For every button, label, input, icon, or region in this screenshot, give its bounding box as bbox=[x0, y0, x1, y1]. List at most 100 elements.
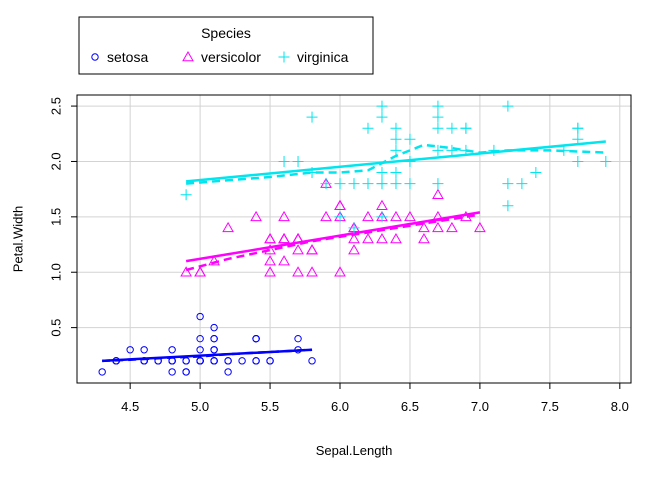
point-virginica bbox=[516, 178, 528, 190]
point-versicolor bbox=[404, 210, 416, 222]
point-versicolor bbox=[376, 199, 388, 211]
point-versicolor bbox=[348, 232, 360, 244]
point-virginica bbox=[404, 178, 416, 190]
x-tick-label: 6.5 bbox=[401, 399, 419, 414]
point-versicolor bbox=[250, 210, 262, 222]
point-setosa bbox=[140, 357, 148, 365]
point-setosa bbox=[266, 357, 274, 365]
legend-symbol-setosa bbox=[91, 53, 99, 61]
point-setosa bbox=[182, 368, 190, 376]
point-setosa bbox=[196, 334, 204, 343]
smooth-line-versicolor bbox=[185, 213, 481, 272]
point-virginica bbox=[432, 178, 444, 190]
smooth-line-virginica bbox=[186, 143, 606, 185]
point-versicolor bbox=[264, 266, 276, 277]
point-virginica bbox=[502, 200, 514, 212]
point-virginica bbox=[404, 133, 416, 145]
point-setosa bbox=[294, 346, 302, 354]
point-versicolor bbox=[348, 244, 360, 255]
point-versicolor bbox=[264, 255, 276, 266]
point-virginica bbox=[530, 167, 542, 179]
x-axis: 4.5 5.0 5.5 6.0 6.5 7.0 7.5 8.0 bbox=[121, 383, 629, 414]
point-setosa bbox=[252, 334, 260, 343]
point-virginica bbox=[446, 122, 458, 134]
point-versicolor bbox=[320, 210, 332, 222]
point-versicolor bbox=[278, 232, 290, 244]
point-virginica bbox=[600, 155, 612, 167]
point-virginica bbox=[432, 100, 444, 112]
point-versicolor bbox=[194, 266, 206, 277]
point-virginica bbox=[306, 167, 318, 179]
point-versicolor bbox=[292, 244, 304, 255]
grid-lines bbox=[77, 95, 631, 383]
y-tick-label: 2.5 bbox=[49, 97, 64, 115]
legend-entry-setosa: setosa bbox=[107, 49, 148, 65]
point-virginica bbox=[390, 178, 402, 190]
point-virginica bbox=[348, 222, 360, 234]
point-versicolor bbox=[362, 232, 374, 244]
point-virginica bbox=[502, 100, 514, 112]
point-virginica bbox=[362, 122, 374, 134]
point-virginica bbox=[320, 178, 332, 190]
legend-symbol-virginica bbox=[278, 51, 290, 63]
point-versicolor bbox=[264, 232, 276, 244]
point-versicolor bbox=[362, 210, 374, 222]
fit-lines bbox=[102, 140, 606, 363]
point-virginica bbox=[488, 144, 500, 156]
point-versicolor bbox=[432, 221, 444, 233]
point-versicolor bbox=[390, 232, 402, 244]
point-setosa bbox=[238, 357, 246, 365]
point-setosa bbox=[112, 357, 120, 365]
point-virginica bbox=[348, 178, 360, 190]
point-versicolor bbox=[180, 266, 192, 277]
point-versicolor bbox=[222, 221, 234, 233]
point-versicolor bbox=[474, 221, 486, 233]
point-setosa bbox=[210, 323, 218, 332]
point-setosa bbox=[210, 346, 218, 354]
point-virginica bbox=[376, 111, 388, 123]
point-virginica bbox=[432, 111, 444, 123]
x-tick-label: 7.0 bbox=[471, 399, 489, 414]
point-setosa bbox=[196, 346, 204, 354]
x-tick-label: 4.5 bbox=[121, 399, 139, 414]
y-tick-label: 1.0 bbox=[49, 263, 64, 281]
point-versicolor bbox=[278, 210, 290, 222]
point-virginica bbox=[558, 144, 570, 156]
point-virginica bbox=[334, 178, 346, 190]
point-setosa bbox=[168, 346, 176, 354]
point-virginica bbox=[376, 211, 388, 223]
point-virginica bbox=[362, 178, 374, 190]
x-tick-label: 8.0 bbox=[611, 399, 629, 414]
point-virginica bbox=[502, 178, 514, 190]
point-virginica bbox=[278, 155, 290, 167]
point-versicolor bbox=[460, 210, 472, 222]
point-setosa bbox=[182, 357, 190, 365]
point-versicolor bbox=[432, 210, 444, 222]
point-setosa bbox=[294, 334, 302, 343]
x-axis-label: Sepal.Length bbox=[316, 443, 393, 458]
data-points bbox=[98, 100, 612, 376]
x-tick-label: 5.0 bbox=[191, 399, 209, 414]
point-virginica bbox=[376, 100, 388, 112]
legend-box bbox=[78, 16, 374, 75]
legend-entry-versicolor: versicolor bbox=[201, 49, 261, 65]
point-setosa bbox=[126, 346, 134, 354]
point-setosa bbox=[154, 357, 162, 365]
point-setosa bbox=[224, 357, 232, 365]
y-axis: 0.5 1.0 1.5 2.0 2.5 bbox=[49, 97, 77, 337]
point-versicolor bbox=[278, 232, 290, 244]
point-versicolor bbox=[376, 232, 388, 244]
point-versicolor bbox=[432, 188, 444, 199]
point-versicolor bbox=[264, 244, 276, 255]
point-virginica bbox=[390, 144, 402, 156]
legend-entry-virginica: virginica bbox=[297, 49, 349, 65]
fit-line-virginica bbox=[186, 140, 606, 183]
point-virginica bbox=[180, 189, 192, 201]
point-setosa bbox=[140, 346, 148, 354]
legend-title: Species bbox=[201, 25, 251, 41]
point-setosa bbox=[252, 357, 260, 365]
point-virginica bbox=[432, 144, 444, 156]
legend-symbol-versicolor bbox=[182, 50, 194, 62]
y-tick-label: 1.5 bbox=[49, 208, 64, 226]
point-virginica bbox=[460, 122, 472, 134]
